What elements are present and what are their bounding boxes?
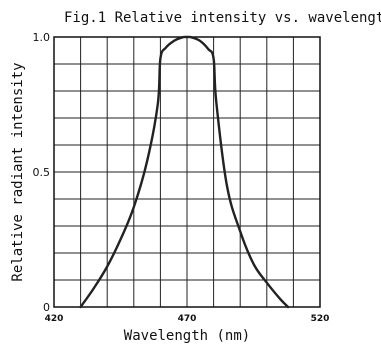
- chart-title: Fig.1 Relative intensity vs. wavelength: [64, 10, 381, 26]
- y-tick-label: 0: [43, 301, 50, 314]
- y-axis-label: Relative radiant intensity: [10, 62, 26, 281]
- y-tick-label: 1.0: [33, 31, 51, 44]
- y-axis-ticks: 0 0.5 1.0: [33, 31, 51, 314]
- x-tick-label: 470: [178, 314, 197, 324]
- grid: [54, 37, 320, 307]
- x-tick-label: 520: [311, 314, 330, 324]
- y-tick-label: 0.5: [33, 166, 51, 179]
- series-line: [79, 35, 290, 309]
- x-tick-label: 420: [45, 314, 64, 324]
- x-axis-label: Wavelength (nm): [124, 328, 250, 344]
- x-axis-ticks: 420 470 520: [45, 314, 330, 324]
